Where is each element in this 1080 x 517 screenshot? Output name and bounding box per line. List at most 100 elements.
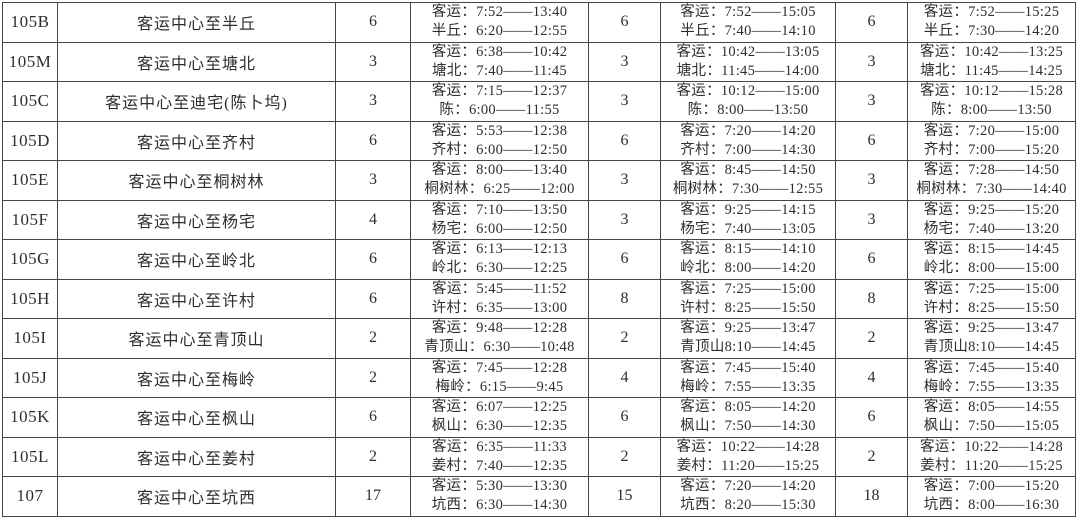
- trip-count-cell: 3: [335, 81, 411, 122]
- return-times-line: 塘北：11:45——14:00: [676, 62, 820, 79]
- depart-times-line: 客运：8:45——14:50: [680, 162, 816, 179]
- schedule-times-cell: 客运：7:15——12:37 陈：6:00——11:55: [410, 81, 589, 122]
- depart-times-line: 客运：6:35——11:33: [432, 438, 567, 455]
- depart-times-line: 客运：10:12——15:00: [676, 83, 820, 100]
- depart-times-line: 客运：7:45——15:40: [680, 359, 816, 376]
- trip-count-cell: 8: [588, 278, 661, 319]
- schedule-times-cell: 客运：8:15——14:10 岭北：8:00——14:20: [660, 239, 836, 280]
- depart-times-line: 客运：7:52——13:40: [431, 4, 568, 21]
- trip-count-cell: 6: [588, 397, 661, 438]
- schedule-times-cell: 客运：8:15——14:45 岭北：8:00——15:00: [907, 239, 1076, 280]
- route-name-cell: 客运中心至塘北: [57, 41, 336, 82]
- depart-times-line: 客运：5:53——12:38: [431, 122, 568, 139]
- trip-count-cell: 3: [335, 41, 411, 82]
- trip-count-cell: 6: [335, 120, 411, 161]
- schedule-times-cell: 客运：6:07——12:25 枫山：6:30——12:35: [410, 397, 589, 438]
- route-name-cell: 客运中心至齐村: [57, 120, 336, 161]
- return-times-line: 姜村：11:20——15:25: [920, 457, 1063, 474]
- return-times-line: 齐村：6:00——12:50: [431, 141, 568, 158]
- depart-times-line: 客运：7:45——15:40: [923, 359, 1060, 376]
- schedule-times-cell: 客运：9:25——13:47 青顶山8:10——14:45: [660, 318, 836, 359]
- return-times-line: 陈：8:00——13:50: [687, 102, 809, 119]
- route-name-cell: 客运中心至姜村: [57, 436, 336, 477]
- trip-count-cell: 3: [835, 41, 908, 82]
- return-times-line: 许村：8:25——15:50: [680, 299, 816, 316]
- trip-count-cell: 6: [835, 120, 908, 161]
- trip-count-cell: 4: [835, 357, 908, 398]
- return-times-line: 枫山：6:30——12:35: [431, 418, 568, 435]
- depart-times-line: 客运：8:15——14:45: [923, 241, 1060, 258]
- route-code-cell: 105M: [2, 41, 58, 82]
- trip-count-cell: 6: [835, 239, 908, 280]
- trip-count-cell: 3: [588, 41, 661, 82]
- return-times-line: 青顶山：6:30——10:48: [424, 339, 575, 356]
- trip-count-cell: 2: [335, 318, 411, 359]
- schedule-times-cell: 客运：7:45——15:40 梅岭：7:55——13:35: [907, 357, 1076, 398]
- depart-times-line: 客运：9:48——12:28: [431, 320, 568, 337]
- trip-count-cell: 6: [588, 239, 661, 280]
- table-row: 105M 客运中心至塘北 3 客运：6:38——10:42 塘北：7:40——11:45…: [2, 41, 1076, 82]
- route-code-cell: 105K: [2, 397, 58, 438]
- trip-count-cell: 6: [588, 120, 661, 161]
- trip-count-cell: 4: [335, 199, 411, 240]
- depart-times-line: 客运：10:42——13:25: [919, 43, 1064, 60]
- table-row: 105C 客运中心至迪宅(陈卜坞) 3 客运：7:15——12:37 陈：6:00——1…: [2, 81, 1076, 122]
- trip-count-cell: 2: [835, 436, 908, 477]
- trip-count-cell: 3: [588, 160, 661, 201]
- schedule-times-cell: 客运：9:25——14:15 杨宅：7:40——13:05: [660, 199, 836, 240]
- return-times-line: 岭北：6:30——12:25: [431, 260, 568, 277]
- depart-times-line: 客运：7:25——15:00: [923, 280, 1060, 297]
- return-times-line: 半丘：6:20——12:55: [431, 23, 568, 40]
- schedule-times-cell: 客运：10:42——13:25 塘北：11:45——14:25: [907, 41, 1076, 82]
- route-name-cell: 客运中心至迪宅(陈卜坞): [57, 81, 336, 122]
- return-times-line: 梅岭：7:55——13:35: [923, 378, 1060, 395]
- depart-times-line: 客运：10:22——14:28: [676, 438, 820, 455]
- schedule-times-cell: 客运：10:12——15:28 陈：8:00——13:50: [907, 81, 1076, 122]
- depart-times-line: 客运：9:25——15:20: [923, 201, 1060, 218]
- schedule-times-cell: 客运：7:10——13:50 杨宅：6:00——12:50: [410, 199, 589, 240]
- depart-times-line: 客运：10:22——14:28: [919, 438, 1064, 455]
- route-code-cell: 105H: [2, 278, 58, 319]
- depart-times-line: 客运：10:12——15:28: [919, 83, 1064, 100]
- depart-times-line: 客运：6:38——10:42: [431, 43, 568, 60]
- return-times-line: 陈：6:00——11:55: [439, 102, 560, 119]
- schedule-times-cell: 客运：7:45——15:40 梅岭：7:55——13:35: [660, 357, 836, 398]
- return-times-line: 塘北：11:45——14:25: [920, 62, 1063, 79]
- schedule-times-cell: 客运：7:00——15:20 坑西：8:00——16:30: [907, 476, 1076, 517]
- route-name-cell: 客运中心至桐树林: [57, 160, 336, 201]
- return-times-line: 塘北：7:40——11:45: [432, 62, 567, 79]
- schedule-times-cell: 客运：9:25——15:20 杨宅：7:40——13:20: [907, 199, 1076, 240]
- table-row: 105L 客运中心至姜村 2 客运：6:35——11:33 姜村：7:40——12:35…: [2, 436, 1076, 477]
- route-name-cell: 客运中心至半丘: [57, 2, 336, 43]
- depart-times-line: 客运：7:20——15:00: [923, 122, 1060, 139]
- depart-times-line: 客运：5:45——11:52: [432, 280, 567, 297]
- depart-times-line: 客运：7:28——14:50: [923, 162, 1060, 179]
- return-times-line: 坑西：6:30——14:30: [431, 497, 568, 514]
- depart-times-line: 客运：6:13——12:13: [431, 241, 568, 258]
- schedule-times-cell: 客运：5:45——11:52 许村：6:35——13:00: [410, 278, 589, 319]
- depart-times-line: 客运：7:25——15:00: [680, 280, 816, 297]
- schedule-times-cell: 客运：7:25——15:00 许村：8:25——15:50: [907, 278, 1076, 319]
- trip-count-cell: 15: [588, 476, 661, 517]
- schedule-times-cell: 客运：7:20——15:00 齐村：7:00——15:20: [907, 120, 1076, 161]
- trip-count-cell: 2: [335, 436, 411, 477]
- return-times-line: 陈：8:00——13:50: [931, 102, 1052, 119]
- schedule-times-cell: 客运：8:45——14:50 桐树林：7:30——12:55: [660, 160, 836, 201]
- depart-times-line: 客运：7:10——13:50: [431, 201, 568, 218]
- return-times-line: 坑西：8:20——15:30: [680, 497, 816, 514]
- return-times-line: 姜村：11:20——15:25: [676, 457, 820, 474]
- route-code-cell: 105G: [2, 239, 58, 280]
- route-code-cell: 105D: [2, 120, 58, 161]
- trip-count-cell: 3: [835, 199, 908, 240]
- depart-times-line: 客运：8:05——14:20: [680, 399, 816, 416]
- return-times-line: 梅岭：7:55——13:35: [680, 378, 816, 395]
- schedule-times-cell: 客运：8:00——13:40 桐树林：6:25——12:00: [410, 160, 589, 201]
- route-code-cell: 105F: [2, 199, 58, 240]
- table-row: 105E 客运中心至桐树林 3 客运：8:00——13:40 桐树林：6:25——12:…: [2, 160, 1076, 201]
- return-times-line: 半丘：7:30——14:20: [923, 23, 1060, 40]
- table-row: 105J 客运中心至梅岭 2 客运：7:45——12:28 梅岭：6:15——9:45 4…: [2, 357, 1076, 398]
- schedule-times-cell: 客运：7:28——14:50 桐树林：7:30——14:40: [907, 160, 1076, 201]
- return-times-line: 青顶山8:10——14:45: [680, 339, 816, 356]
